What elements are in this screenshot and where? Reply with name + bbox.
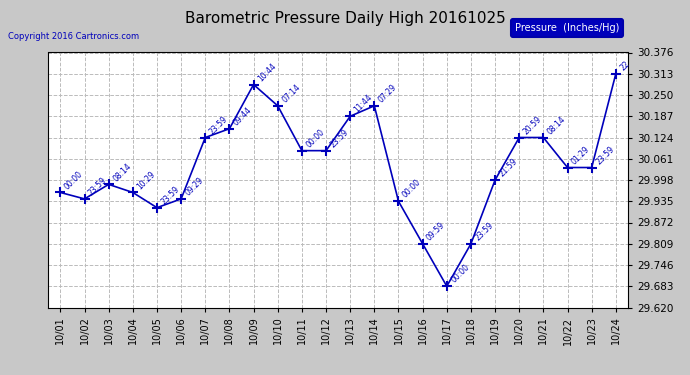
Text: 09:59: 09:59 (425, 220, 447, 242)
Text: 01:29: 01:29 (570, 144, 592, 166)
Text: 00:00: 00:00 (63, 169, 85, 191)
Text: 00:00: 00:00 (449, 263, 471, 285)
Text: 23:59: 23:59 (159, 184, 181, 206)
Text: 23:59: 23:59 (594, 144, 616, 166)
Text: 11:44: 11:44 (353, 93, 375, 115)
Text: 23:59: 23:59 (473, 220, 495, 242)
Text: 09:29: 09:29 (184, 176, 206, 198)
Text: Barometric Pressure Daily High 20161025: Barometric Pressure Daily High 20161025 (185, 11, 505, 26)
Legend: Pressure  (Inches/Hg): Pressure (Inches/Hg) (511, 19, 623, 37)
Text: 22: 22 (618, 59, 631, 72)
Text: 09:44: 09:44 (232, 105, 254, 128)
Text: 10:44: 10:44 (256, 62, 278, 83)
Text: 20:59: 20:59 (522, 114, 544, 136)
Text: 07:14: 07:14 (280, 82, 302, 105)
Text: 23:59: 23:59 (208, 114, 230, 136)
Text: 00:00: 00:00 (401, 178, 423, 200)
Text: 08:14: 08:14 (111, 161, 133, 183)
Text: 07:29: 07:29 (377, 82, 399, 105)
Text: 10:29: 10:29 (135, 170, 157, 191)
Text: 00:00: 00:00 (304, 128, 326, 149)
Text: 21:59: 21:59 (497, 157, 520, 178)
Text: 23:59: 23:59 (87, 176, 109, 198)
Text: 08:14: 08:14 (546, 114, 568, 136)
Text: 23:59: 23:59 (328, 128, 351, 149)
Text: Copyright 2016 Cartronics.com: Copyright 2016 Cartronics.com (8, 32, 139, 41)
